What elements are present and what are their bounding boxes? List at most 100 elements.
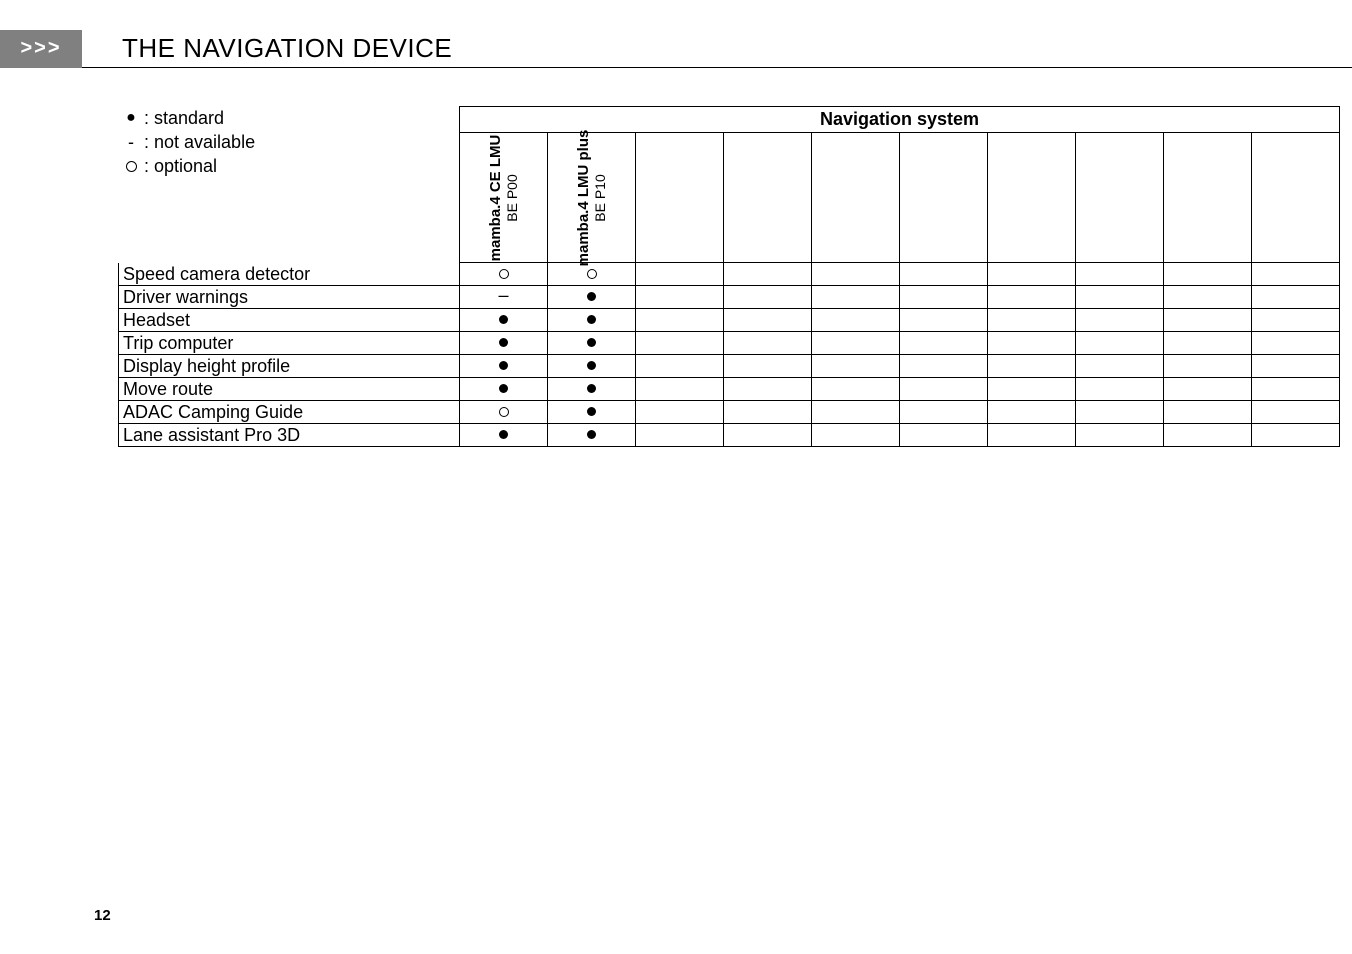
table-row: ADAC Camping Guide xyxy=(119,401,1340,424)
table-group-header-row: Navigation system xyxy=(119,107,1340,133)
value-cell xyxy=(548,286,636,309)
value-cell xyxy=(900,332,988,355)
value-cell xyxy=(1164,401,1252,424)
column-header xyxy=(636,133,724,263)
feature-name: Trip computer xyxy=(119,332,460,355)
table-row: Lane assistant Pro 3D xyxy=(119,424,1340,447)
value-cell xyxy=(812,378,900,401)
value-cell xyxy=(1076,263,1164,286)
value-cell xyxy=(812,332,900,355)
standard-icon xyxy=(499,361,508,370)
value-cell xyxy=(1076,355,1164,378)
value-cell xyxy=(1164,424,1252,447)
column-header xyxy=(1164,133,1252,263)
value-cell xyxy=(1252,378,1340,401)
arrow-indicator: >>> xyxy=(0,30,82,68)
value-cell xyxy=(1164,263,1252,286)
value-cell xyxy=(460,309,548,332)
value-cell xyxy=(1252,424,1340,447)
value-cell xyxy=(812,286,900,309)
value-cell xyxy=(988,309,1076,332)
value-cell xyxy=(1076,424,1164,447)
value-cell xyxy=(1252,401,1340,424)
value-cell xyxy=(724,286,812,309)
column-header: mamba.4 CE LMUBE P00 xyxy=(460,133,548,263)
value-cell xyxy=(636,355,724,378)
table-row: Headset xyxy=(119,309,1340,332)
column-header xyxy=(900,133,988,263)
value-cell xyxy=(1164,378,1252,401)
value-cell xyxy=(636,401,724,424)
value-cell xyxy=(900,424,988,447)
value-cell xyxy=(548,378,636,401)
value-cell xyxy=(900,378,988,401)
standard-icon xyxy=(587,384,596,393)
value-cell xyxy=(812,424,900,447)
column-header: mamba.4 LMU plusBE P10 xyxy=(548,133,636,263)
table-row: Display height profile xyxy=(119,355,1340,378)
feature-name: Speed camera detector xyxy=(119,263,460,286)
standard-icon xyxy=(587,361,596,370)
value-cell xyxy=(460,401,548,424)
value-cell xyxy=(900,309,988,332)
value-cell xyxy=(724,424,812,447)
standard-icon xyxy=(587,315,596,324)
table-row: Speed camera detector xyxy=(119,263,1340,286)
value-cell xyxy=(636,286,724,309)
standard-icon xyxy=(499,315,508,324)
na-icon: – xyxy=(498,286,508,304)
value-cell xyxy=(460,355,548,378)
empty-corner xyxy=(119,107,460,263)
value-cell xyxy=(548,309,636,332)
value-cell xyxy=(812,309,900,332)
value-cell xyxy=(988,286,1076,309)
value-cell xyxy=(988,332,1076,355)
value-cell xyxy=(636,332,724,355)
table-row: Driver warnings – xyxy=(119,286,1340,309)
value-cell xyxy=(812,355,900,378)
value-cell xyxy=(1252,355,1340,378)
feature-name: Display height profile xyxy=(119,355,460,378)
value-cell xyxy=(636,424,724,447)
standard-icon xyxy=(499,338,508,347)
value-cell xyxy=(1164,355,1252,378)
column-header xyxy=(988,133,1076,263)
column-header-line1: mamba.4 LMU plus xyxy=(576,129,592,266)
column-header-label: mamba.4 LMU plusBE P10 xyxy=(576,129,608,266)
value-cell xyxy=(1076,378,1164,401)
value-cell xyxy=(548,355,636,378)
column-header-label: mamba.4 CE LMUBE P00 xyxy=(488,134,520,261)
group-header: Navigation system xyxy=(460,107,1340,133)
feature-name: Move route xyxy=(119,378,460,401)
standard-icon xyxy=(499,430,508,439)
value-cell xyxy=(460,424,548,447)
value-cell xyxy=(1164,286,1252,309)
page-number: 12 xyxy=(94,907,111,924)
feature-name: Driver warnings xyxy=(119,286,460,309)
standard-icon xyxy=(587,407,596,416)
optional-icon xyxy=(499,407,509,417)
value-cell xyxy=(988,355,1076,378)
optional-icon xyxy=(499,269,509,279)
value-cell xyxy=(548,424,636,447)
page-root: >>> THE NAVIGATION DEVICE ● : standard -… xyxy=(0,0,1352,954)
value-cell xyxy=(460,332,548,355)
value-cell xyxy=(900,263,988,286)
standard-icon xyxy=(587,292,596,301)
value-cell xyxy=(636,378,724,401)
value-cell xyxy=(1076,286,1164,309)
feature-table: Navigation system mamba.4 CE LMUBE P00 ma… xyxy=(118,106,1340,447)
value-cell xyxy=(1076,401,1164,424)
value-cell: – xyxy=(460,286,548,309)
value-cell xyxy=(724,332,812,355)
feature-name: Headset xyxy=(119,309,460,332)
value-cell xyxy=(1164,332,1252,355)
column-header xyxy=(724,133,812,263)
value-cell xyxy=(548,401,636,424)
page-header: >>> THE NAVIGATION DEVICE xyxy=(0,30,1352,68)
value-cell xyxy=(988,424,1076,447)
value-cell xyxy=(900,401,988,424)
value-cell xyxy=(724,355,812,378)
page-title: THE NAVIGATION DEVICE xyxy=(122,33,452,64)
value-cell xyxy=(460,263,548,286)
